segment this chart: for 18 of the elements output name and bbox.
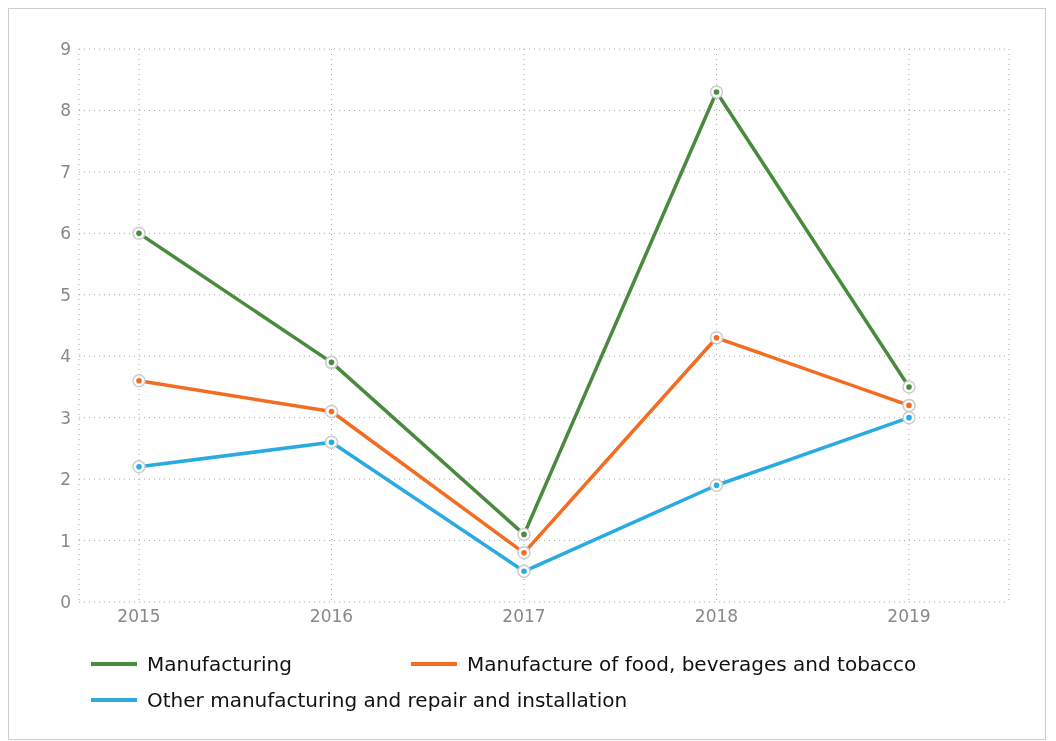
x-tick-label: 2015: [117, 606, 161, 627]
y-tick-label: 4: [60, 346, 71, 367]
x-tick-label: 2016: [309, 606, 354, 627]
x-tick-label: 2018: [694, 606, 739, 627]
legend-label: Manufacture of food, beverages and tobacco: [467, 652, 917, 676]
legend-label: Manufacturing: [147, 652, 292, 676]
y-tick-label: 6: [60, 223, 71, 244]
x-tick-label: 2019: [887, 606, 931, 627]
y-tick-label: 8: [60, 100, 71, 121]
x-tick-label: 2017: [502, 606, 546, 627]
y-tick-label: 5: [60, 284, 71, 305]
y-tick-label: 1: [60, 530, 71, 551]
y-tick-label: 9: [60, 39, 71, 60]
y-tick-label: 7: [60, 161, 71, 182]
legend-label: Other manufacturing and repair and installation: [147, 688, 628, 712]
y-tick-label: 2: [60, 469, 71, 490]
y-tick-label: 0: [60, 592, 71, 613]
y-tick-label: 3: [60, 407, 71, 428]
